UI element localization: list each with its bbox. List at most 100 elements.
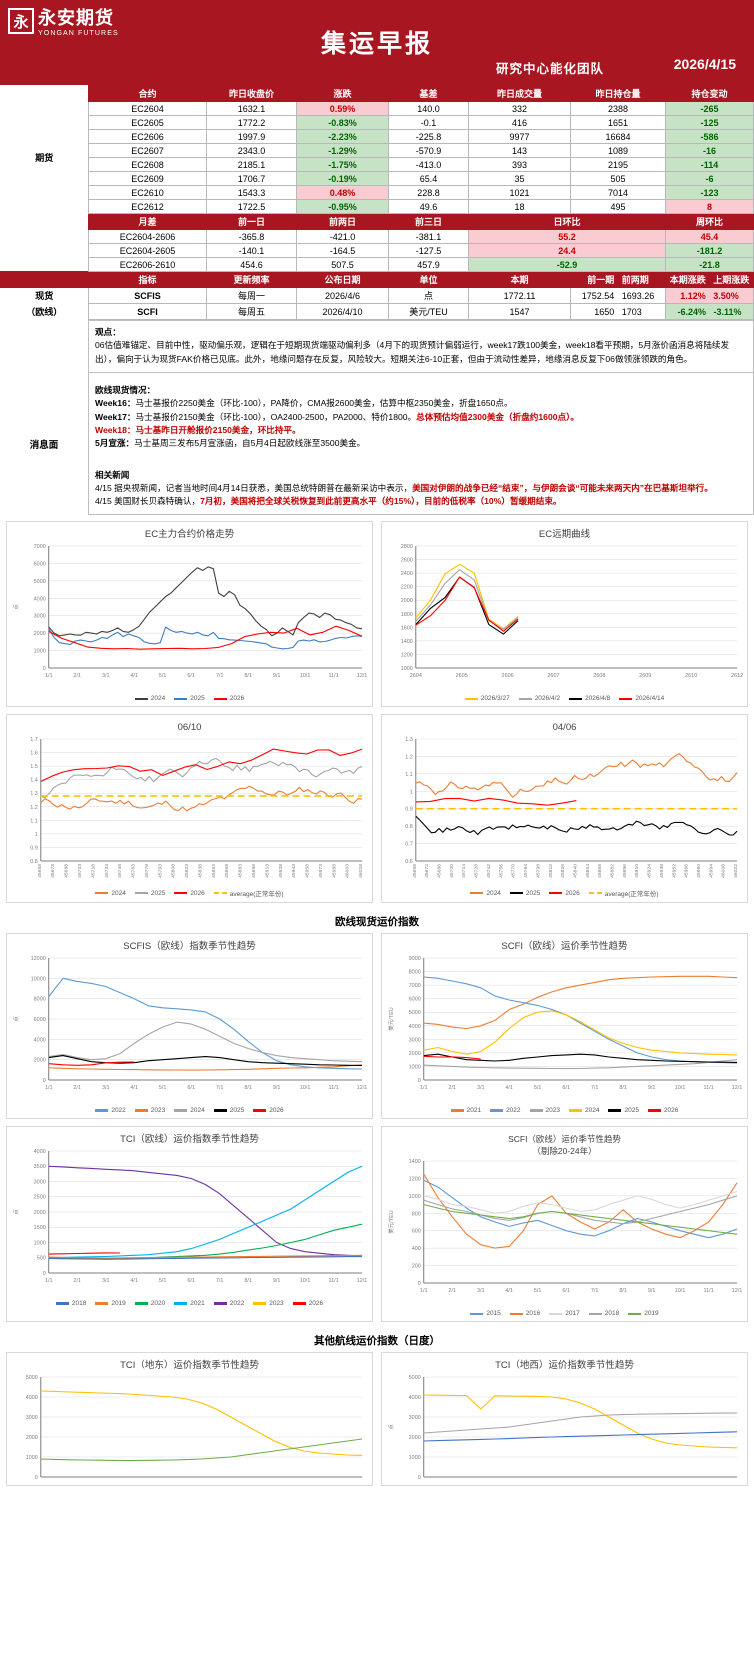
svg-text:11/1: 11/1: [703, 1288, 713, 1294]
svg-text:45718: 45718: [90, 864, 96, 878]
svg-text:45756: 45756: [498, 864, 504, 878]
legend-swatch: [569, 1109, 582, 1112]
chart-subtitle: （剔除20-24年）: [532, 1145, 597, 1156]
svg-text:1.1: 1.1: [30, 819, 38, 825]
spread-dod: -52.9: [468, 257, 666, 272]
line-text: 马士基报价2250美金（环比-100），PA降价，CMA报2600美金，估算中枢…: [135, 398, 513, 409]
svg-text:45910: 45910: [634, 864, 640, 878]
change-pct: 0.48%: [296, 185, 389, 200]
close-price: 1632.1: [206, 101, 297, 116]
basis: -225.8: [388, 129, 469, 144]
svg-text:2000: 2000: [401, 599, 413, 605]
legend-label: 2026: [663, 1107, 679, 1115]
svg-text:45868: 45868: [597, 864, 603, 878]
svg-text:45973: 45973: [318, 864, 324, 878]
svg-text:7/1: 7/1: [591, 1085, 599, 1091]
svg-text:7000: 7000: [409, 983, 421, 989]
svg-text:10/1: 10/1: [675, 1288, 686, 1294]
legend-label: 2018: [71, 1299, 87, 1307]
contract-code: EC2608: [88, 157, 207, 172]
svg-text:45826: 45826: [560, 864, 566, 878]
svg-text:美元/TEU: 美元/TEU: [387, 1211, 395, 1235]
legend-label: 2026: [565, 889, 580, 897]
legend-label: 2023: [545, 1107, 560, 1115]
svg-text:4/1: 4/1: [130, 1085, 138, 1091]
logo-chinese-name: 永安期货: [38, 8, 114, 28]
legend-swatch: [470, 891, 484, 895]
legend-item: 2026: [647, 1107, 679, 1115]
legend-swatch: [509, 891, 523, 895]
svg-text:美元/TEU: 美元/TEU: [387, 1007, 395, 1031]
chart-tci-east-seasonal: TCI（地东）运价指数季节性趋势 0 1000 2000 3000 4000 5000: [6, 1352, 373, 1487]
line-text: 马士基周三发布5月宣涨函，自5月4日起欧线涨至3500美金。: [134, 438, 366, 449]
svg-text:2/1: 2/1: [448, 1085, 456, 1091]
legend-swatch: [518, 697, 532, 701]
legend-swatch: [588, 892, 602, 895]
svg-text:11/1: 11/1: [328, 673, 338, 679]
svg-text:45770: 45770: [511, 864, 517, 878]
svg-text:9/1: 9/1: [648, 1288, 656, 1294]
open-interest: 1089: [570, 143, 666, 158]
current-value: 1547: [468, 303, 571, 320]
legend-item: 2024: [569, 1107, 599, 1114]
legend-item: 2023: [253, 1300, 284, 1307]
close-price: 1722.5: [206, 199, 297, 214]
svg-text:45958: 45958: [305, 864, 311, 878]
spread-col-4: 日环比: [468, 213, 666, 230]
spread-d1: -140.1: [206, 243, 297, 258]
chart-legend: 2015 2016 2017 2018 2019: [384, 1307, 745, 1319]
line-text: 马士基报价2150美金（环比-100），OA2400-2500，PA2000、特…: [135, 411, 417, 422]
legend-label: 2016: [525, 1310, 541, 1318]
futures-col-3: 基差: [388, 85, 469, 102]
legend-item: 2019: [628, 1310, 659, 1317]
svg-text:6000: 6000: [34, 1017, 46, 1023]
svg-text:5/1: 5/1: [534, 1288, 542, 1294]
svg-text:8/1: 8/1: [619, 1288, 627, 1294]
svg-text:7/1: 7/1: [216, 673, 224, 679]
svg-text:0: 0: [43, 666, 46, 672]
legend-item: 2025: [608, 1107, 639, 1114]
svg-text:1200: 1200: [409, 1177, 421, 1183]
legend-label: 2024: [150, 695, 166, 703]
basis: 140.0: [388, 101, 469, 116]
legend-swatch: [95, 1302, 109, 1305]
volume: 18: [468, 199, 571, 214]
table-row: EC2604-2605 -140.1 -164.5 -127.5 24.4 -181.2: [0, 243, 754, 258]
contract-code: EC2606: [88, 129, 207, 144]
svg-text:2/1: 2/1: [73, 1085, 81, 1091]
legend-item: 2026: [292, 1300, 323, 1307]
svg-text:1/1: 1/1: [420, 1085, 428, 1091]
svg-text:5000: 5000: [409, 1375, 421, 1381]
change-pct: 0.59%: [296, 101, 389, 116]
viewpoint-block: 观点： 06估值难锚定、目前中性，驱动偏乐观，逻辑在于短期现货端驱动偏利多（4月…: [0, 320, 754, 373]
svg-text:45728: 45728: [474, 864, 480, 878]
svg-text:0: 0: [35, 1475, 38, 1481]
svg-text:1/1: 1/1: [45, 1278, 53, 1284]
legend-item: 2026/3/27: [464, 695, 510, 702]
svg-text:2605: 2605: [456, 673, 468, 679]
legend-item: 2018: [55, 1299, 87, 1307]
chart-plot: 0 1000 2000 3000 4000 5000 6000 7000 点 1/1 2/1 3/1 4…: [9, 542, 370, 692]
svg-text:6000: 6000: [34, 562, 46, 568]
svg-text:45823: 45823: [184, 864, 190, 878]
contract-code: EC2607: [88, 143, 207, 158]
indicator: SCFIS: [88, 287, 207, 304]
svg-text:1/1: 1/1: [45, 673, 53, 679]
chart-tci-eu-seasonal: TCI（欧线）运价指数季节性趋势 0 500 1000 1500 2000 2500 300…: [6, 1126, 373, 1323]
svg-text:7000: 7000: [34, 544, 46, 550]
news-prefix: 4/15 美国财长贝森特确认，: [95, 496, 201, 507]
svg-text:45748: 45748: [117, 864, 123, 878]
svg-text:1000: 1000: [409, 1194, 421, 1200]
oi-change: -123: [665, 185, 754, 200]
svg-text:10/1: 10/1: [300, 673, 311, 679]
basis: -570.9: [388, 143, 469, 158]
legend-item: 2024: [134, 695, 166, 703]
svg-text:3/1: 3/1: [102, 1278, 110, 1284]
legend-label: 2026/4/14: [635, 695, 665, 703]
futures-col-0: 合约: [88, 85, 207, 102]
spread-col-3: 前三日: [388, 213, 469, 230]
legend-swatch: [134, 697, 148, 701]
volume: 35: [468, 171, 571, 186]
legend-label: 2026: [269, 1107, 284, 1115]
svg-text:6/1: 6/1: [187, 1278, 195, 1284]
